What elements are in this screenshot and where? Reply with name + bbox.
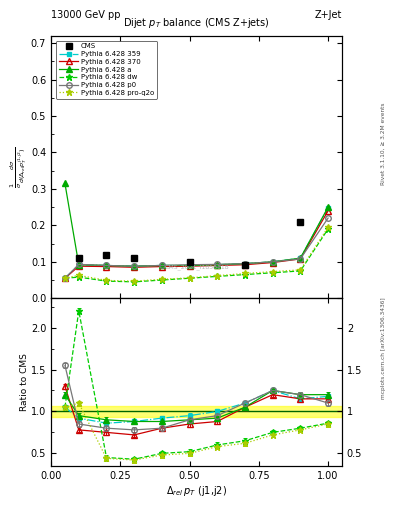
Pythia 6.428 pro-q2o xyxy=(187,275,192,281)
Legend: CMS, Pythia 6.428 359, Pythia 6.428 370, Pythia 6.428 a, Pythia 6.428 dw, Pythia: CMS, Pythia 6.428 359, Pythia 6.428 370,… xyxy=(56,40,157,98)
Pythia 6.428 dw xyxy=(298,268,303,274)
Pythia 6.428 p0 xyxy=(242,261,247,267)
Pythia 6.428 p0 xyxy=(62,275,67,281)
Pythia 6.428 a xyxy=(104,262,109,268)
Pythia 6.428 dw xyxy=(326,226,331,232)
CMS xyxy=(187,259,192,265)
Line: Pythia 6.428 359: Pythia 6.428 359 xyxy=(62,205,331,281)
Pythia 6.428 370 xyxy=(242,262,247,268)
Text: mcplots.cern.ch [arXiv:1306.3436]: mcplots.cern.ch [arXiv:1306.3436] xyxy=(381,297,386,399)
Pythia 6.428 pro-q2o xyxy=(62,275,67,281)
Text: 13000 GeV pp: 13000 GeV pp xyxy=(51,10,121,20)
Line: Pythia 6.428 pro-q2o: Pythia 6.428 pro-q2o xyxy=(61,224,332,285)
Pythia 6.428 p0 xyxy=(76,261,81,267)
Pythia 6.428 359 xyxy=(270,259,275,265)
Pythia 6.428 a xyxy=(270,259,275,265)
Pythia 6.428 a xyxy=(160,262,164,268)
Y-axis label: $\frac{1}{\sigma}\frac{d\sigma}{d(\Delta_{rel}p_T^{j1,j2})}$: $\frac{1}{\sigma}\frac{d\sigma}{d(\Delta… xyxy=(9,146,29,187)
Pythia 6.428 p0 xyxy=(187,262,192,268)
Pythia 6.428 pro-q2o xyxy=(326,224,331,230)
Pythia 6.428 370 xyxy=(62,275,67,281)
Text: Z+Jet: Z+Jet xyxy=(314,10,342,20)
Pythia 6.428 359 xyxy=(326,205,331,211)
Pythia 6.428 370 xyxy=(76,263,81,269)
Bar xyxy=(51,406,342,417)
Pythia 6.428 dw xyxy=(104,278,109,284)
Pythia 6.428 370 xyxy=(187,263,192,269)
Pythia 6.428 pro-q2o xyxy=(298,267,303,273)
Pythia 6.428 359 xyxy=(187,262,192,268)
Pythia 6.428 dw xyxy=(270,270,275,276)
Pythia 6.428 359 xyxy=(160,262,164,268)
Pythia 6.428 370 xyxy=(132,264,136,270)
Line: CMS: CMS xyxy=(76,219,303,268)
Pythia 6.428 a xyxy=(76,262,81,268)
CMS xyxy=(104,251,109,258)
CMS xyxy=(298,219,303,225)
Pythia 6.428 p0 xyxy=(104,262,109,268)
Pythia 6.428 dw xyxy=(187,275,192,281)
Pythia 6.428 dw xyxy=(242,271,247,278)
Line: Pythia 6.428 370: Pythia 6.428 370 xyxy=(62,208,331,281)
Pythia 6.428 a xyxy=(187,262,192,268)
Y-axis label: Ratio to CMS: Ratio to CMS xyxy=(20,353,29,411)
Pythia 6.428 370 xyxy=(326,208,331,214)
Pythia 6.428 dw xyxy=(76,274,81,280)
Pythia 6.428 359 xyxy=(132,263,136,269)
Pythia 6.428 p0 xyxy=(270,259,275,265)
Pythia 6.428 pro-q2o xyxy=(270,269,275,275)
Line: Pythia 6.428 dw: Pythia 6.428 dw xyxy=(61,226,332,285)
Pythia 6.428 dw xyxy=(215,273,220,280)
Pythia 6.428 a xyxy=(326,204,331,210)
Pythia 6.428 370 xyxy=(160,264,164,270)
Pythia 6.428 359 xyxy=(215,262,220,268)
Pythia 6.428 pro-q2o xyxy=(76,272,81,279)
Pythia 6.428 a xyxy=(215,262,220,268)
Pythia 6.428 359 xyxy=(104,262,109,268)
Pythia 6.428 p0 xyxy=(160,262,164,268)
Pythia 6.428 pro-q2o xyxy=(104,278,109,284)
CMS xyxy=(242,262,247,268)
Pythia 6.428 359 xyxy=(242,261,247,267)
X-axis label: $\Delta_{rel}\,p_T$ (j1,j2): $\Delta_{rel}\,p_T$ (j1,j2) xyxy=(166,483,227,498)
Pythia 6.428 a xyxy=(298,255,303,261)
Pythia 6.428 p0 xyxy=(215,261,220,267)
Pythia 6.428 a xyxy=(242,261,247,267)
Line: Pythia 6.428 a: Pythia 6.428 a xyxy=(62,181,331,269)
Pythia 6.428 370 xyxy=(270,260,275,266)
Pythia 6.428 pro-q2o xyxy=(132,278,136,284)
Pythia 6.428 dw xyxy=(62,275,67,281)
Pythia 6.428 359 xyxy=(298,255,303,261)
Pythia 6.428 pro-q2o xyxy=(160,276,164,283)
Pythia 6.428 370 xyxy=(298,256,303,262)
Text: CMS_2021_I1856118: CMS_2021_I1856118 xyxy=(164,264,229,270)
Text: Dijet $p_T$ balance (CMS Z+jets): Dijet $p_T$ balance (CMS Z+jets) xyxy=(123,16,270,30)
Line: Pythia 6.428 p0: Pythia 6.428 p0 xyxy=(62,216,331,281)
Pythia 6.428 a xyxy=(62,180,67,186)
Pythia 6.428 p0 xyxy=(298,256,303,262)
Pythia 6.428 dw xyxy=(160,277,164,283)
CMS xyxy=(132,255,136,261)
Pythia 6.428 359 xyxy=(76,262,81,268)
Pythia 6.428 p0 xyxy=(132,263,136,269)
Pythia 6.428 370 xyxy=(215,262,220,268)
Pythia 6.428 a xyxy=(132,263,136,269)
Pythia 6.428 dw xyxy=(132,279,136,285)
Pythia 6.428 359 xyxy=(62,275,67,281)
Text: Rivet 3.1.10, ≥ 3.2M events: Rivet 3.1.10, ≥ 3.2M events xyxy=(381,102,386,185)
CMS xyxy=(76,255,81,261)
Pythia 6.428 p0 xyxy=(326,215,331,221)
Pythia 6.428 pro-q2o xyxy=(215,272,220,279)
Pythia 6.428 pro-q2o xyxy=(242,270,247,276)
Pythia 6.428 370 xyxy=(104,264,109,270)
